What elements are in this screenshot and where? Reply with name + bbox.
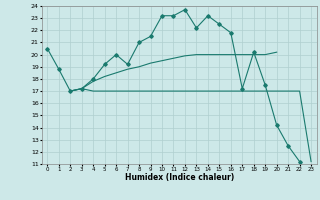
X-axis label: Humidex (Indice chaleur): Humidex (Indice chaleur) — [124, 173, 234, 182]
